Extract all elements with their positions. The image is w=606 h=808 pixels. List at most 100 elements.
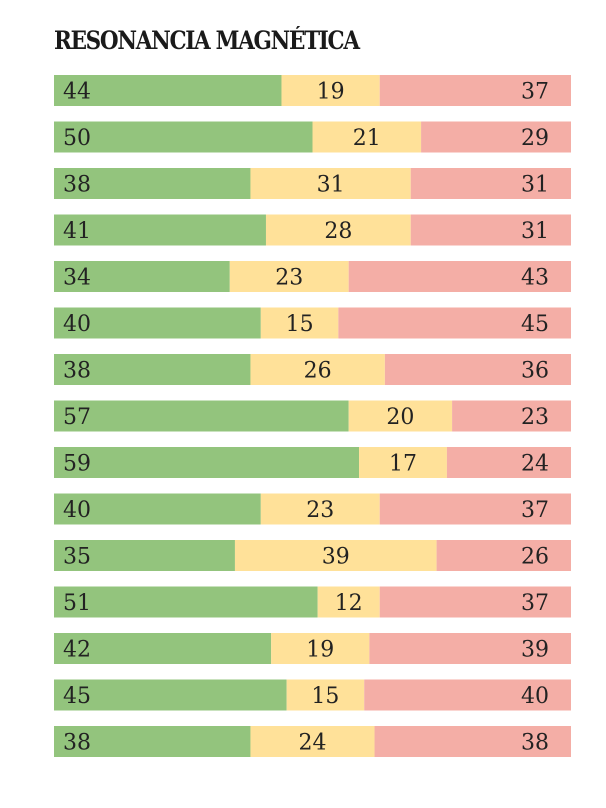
- bar-value-label-2: 39: [322, 545, 350, 570]
- bar-segment-2: [271, 633, 370, 664]
- bar-row-9: 59 17 24: [54, 447, 571, 478]
- bar-value-label-1: 50: [63, 126, 91, 151]
- bar-value-label-1: 59: [63, 452, 91, 477]
- bar-value-label-2: 20: [386, 405, 414, 430]
- bar-segment-2: [312, 121, 422, 153]
- bar-segment-1: [54, 493, 261, 525]
- bar-segment-2: [234, 540, 437, 571]
- bar-segment-1: [54, 261, 230, 292]
- bar-value-label-3: 38: [521, 731, 549, 756]
- bar-segment-2: [281, 75, 380, 106]
- bar-value-label-3: 43: [521, 266, 549, 291]
- bar-value-label-3: 31: [521, 219, 549, 244]
- bar-segment-3: [364, 679, 571, 711]
- bar-row-3: 38 31 31: [54, 168, 571, 199]
- bar-value-label-3: 26: [521, 545, 549, 570]
- bar-segment-3: [338, 307, 571, 339]
- bar-segment-1: [54, 354, 251, 385]
- bar-segment-3: [379, 493, 571, 525]
- bar-value-label-2: 15: [311, 684, 339, 709]
- bar-value-label-2: 24: [299, 731, 327, 756]
- bar-row-14: 45 15 40: [54, 679, 571, 711]
- bar-value-label-1: 35: [63, 545, 91, 570]
- bar-value-label-3: 37: [521, 498, 549, 523]
- bar-value-label-1: 41: [63, 219, 91, 244]
- bar-value-label-1: 38: [63, 173, 91, 198]
- bar-segment-3: [384, 354, 571, 385]
- bar-segment-3: [436, 540, 571, 571]
- bar-value-label-3: 36: [521, 359, 549, 384]
- bar-segment-3: [410, 168, 571, 199]
- bar-row-11: 35 39 26: [54, 540, 571, 571]
- bar-row-2: 50 21 29: [54, 121, 571, 153]
- bar-row-8: 57 20 23: [54, 400, 571, 432]
- bar-value-label-2: 15: [286, 312, 314, 337]
- bar-segment-1: [54, 586, 318, 618]
- bar-value-label-1: 38: [63, 359, 91, 384]
- bar-segment-2: [286, 679, 365, 711]
- bar-segment-2: [250, 168, 411, 199]
- bar-value-label-3: 24: [521, 452, 549, 477]
- bar-value-label-3: 37: [521, 591, 549, 616]
- bar-segment-3: [410, 214, 571, 246]
- bar-value-label-2: 19: [317, 80, 345, 105]
- bar-segment-1: [54, 168, 251, 199]
- bar-value-label-3: 45: [521, 312, 549, 337]
- bar-segment-2: [260, 307, 339, 339]
- bar-segment-1: [54, 121, 313, 153]
- bar-segment-3: [379, 75, 571, 106]
- bar-segment-1: [54, 540, 235, 571]
- bar-value-label-1: 57: [63, 405, 91, 430]
- bar-segment-2: [260, 493, 380, 525]
- bar-segment-1: [54, 447, 360, 478]
- bar-segment-1: [54, 726, 251, 757]
- bar-value-label-1: 40: [63, 498, 91, 523]
- bar-value-label-3: 23: [521, 405, 549, 430]
- bar-value-label-1: 40: [63, 312, 91, 337]
- bar-value-label-1: 44: [63, 80, 91, 105]
- bar-value-label-3: 37: [521, 80, 549, 105]
- bar-segment-2: [250, 726, 375, 757]
- bar-value-label-3: 31: [521, 173, 549, 198]
- bar-value-label-3: 29: [521, 126, 549, 151]
- bar-value-label-1: 34: [63, 266, 91, 291]
- bar-row-7: 38 26 36: [54, 354, 571, 385]
- bar-segment-1: [54, 633, 272, 664]
- bar-row-13: 42 19 39: [54, 633, 571, 664]
- bar-row-5: 34 23 43: [54, 261, 571, 292]
- bar-segment-1: [54, 400, 349, 432]
- bar-value-label-1: 38: [63, 731, 91, 756]
- bar-segment-3: [446, 447, 571, 478]
- bar-value-label-1: 45: [63, 684, 91, 709]
- bar-row-4: 41 28 31: [54, 214, 571, 246]
- bar-value-label-2: 17: [389, 452, 417, 477]
- bar-segment-1: [54, 307, 261, 339]
- bar-value-label-2: 23: [306, 498, 334, 523]
- bar-segment-1: [54, 214, 266, 246]
- bar-value-label-2: 26: [304, 359, 332, 384]
- bar-segment-2: [229, 261, 349, 292]
- bar-row-15: 38 24 38: [54, 726, 571, 757]
- bar-segment-3: [374, 726, 571, 757]
- bar-segment-1: [54, 679, 287, 711]
- bar-value-label-1: 51: [63, 591, 91, 616]
- bar-value-label-1: 42: [63, 638, 91, 663]
- bar-segment-3: [369, 633, 571, 664]
- bar-segment-2: [265, 214, 411, 246]
- bar-segment-2: [250, 354, 385, 385]
- bar-value-label-2: 31: [317, 173, 345, 198]
- bar-segment-3: [348, 261, 571, 292]
- bar-segment-3: [452, 400, 571, 432]
- bar-value-label-2: 21: [353, 126, 381, 151]
- bar-value-label-3: 39: [521, 638, 549, 663]
- bar-row-12: 51 12 37: [54, 586, 571, 618]
- bar-value-label-2: 19: [306, 638, 334, 663]
- bar-row-10: 40 23 37: [54, 493, 571, 525]
- bar-row-6: 40 15 45: [54, 307, 571, 339]
- bar-segment-1: [54, 75, 282, 106]
- bar-segment-3: [421, 121, 571, 153]
- bar-segment-2: [348, 400, 453, 432]
- bar-value-label-2: 12: [335, 591, 363, 616]
- bar-row-1: 44 19 37: [54, 75, 571, 106]
